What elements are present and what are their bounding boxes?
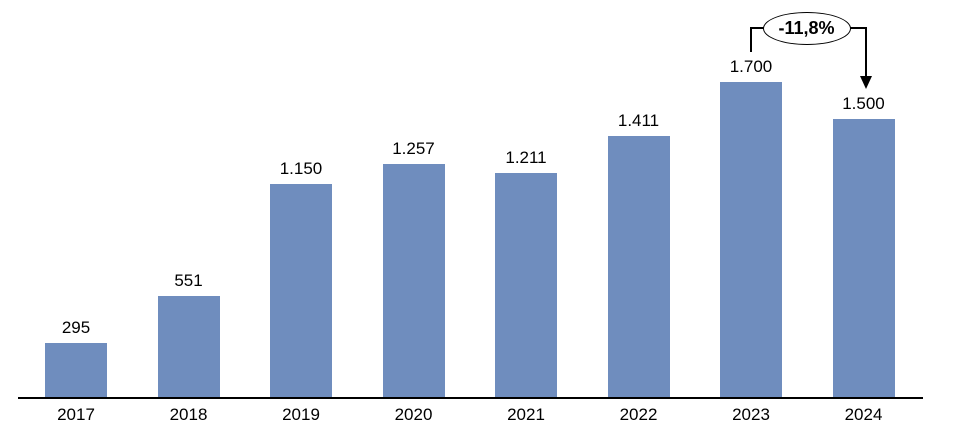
value-label-2018: 551 <box>174 271 203 290</box>
bar-2023 <box>720 82 782 398</box>
value-label-2019: 1.150 <box>279 159 323 178</box>
value-label-2021: 1.211 <box>505 148 547 167</box>
annotation-label: -11,8% <box>778 17 835 38</box>
annotation-arrow-line <box>865 28 867 76</box>
x-axis-line <box>18 397 923 399</box>
value-label-2017: 295 <box>61 318 91 337</box>
value-label-2024: 1.500 <box>842 94 885 113</box>
down-arrow-icon <box>860 76 872 89</box>
value-label-2023: 1.700 <box>729 57 773 76</box>
bar-2021 <box>495 173 557 398</box>
annotation-ellipse: -11,8% <box>762 11 851 45</box>
annotation-bracket-line <box>750 28 752 52</box>
x-tick-label-2021: 2021 <box>507 405 545 424</box>
x-tick-label-2018: 2018 <box>169 405 208 424</box>
x-tick-label-2022: 2022 <box>619 405 658 424</box>
bar-2017 <box>45 343 107 398</box>
bar-2019 <box>270 184 332 398</box>
bar-2018 <box>157 296 220 398</box>
value-label-2020: 1.257 <box>392 139 435 158</box>
value-label-2022: 1.411 <box>617 111 660 130</box>
bar-2020 <box>382 164 445 398</box>
x-tick-label-2024: 2024 <box>844 405 883 424</box>
bar-2022 <box>607 136 670 398</box>
x-tick-label-2017: 2017 <box>57 405 95 424</box>
x-tick-label-2019: 2019 <box>282 405 320 424</box>
x-tick-label-2023: 2023 <box>732 405 770 424</box>
bar-2024 <box>832 119 895 398</box>
x-tick-label-2020: 2020 <box>394 405 433 424</box>
